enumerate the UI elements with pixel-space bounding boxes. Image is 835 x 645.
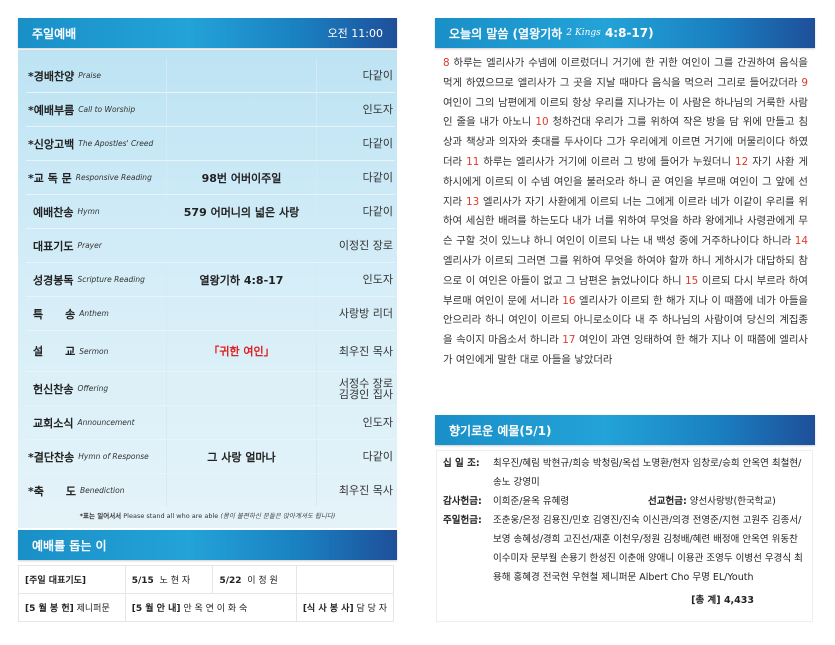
verse-number: 17 (562, 334, 576, 347)
worship-row: *결단찬송 Hymn of Response 그 사랑 얼마나 다같이 (26, 440, 395, 474)
row-leader: 인도자 (362, 416, 393, 429)
row-detail (167, 474, 317, 507)
verse-text: 여인이 그의 남편에게 이르되 항상 우리를 지나가는 이 사람은 하나님의 거… (443, 96, 808, 129)
row-leader: 인도자 (362, 273, 393, 286)
sunday-row: 주일헌금: 조춘웅/은정 김용진/민호 김영진/진숙 이신관/의경 전영준/지현 … (443, 515, 803, 583)
verse-number: 12 (735, 155, 749, 168)
worship-row: 대표기도 Prayer 이정진 장로 (26, 229, 395, 263)
standing-note: *표는 일어서서 Please stand all who are able (… (79, 512, 336, 520)
scripture-text: 8 하루는 엘리사가 수넴에 이르렀더니 거기에 한 귀한 여인이 그를 간권하… (443, 54, 808, 371)
worship-time: 오전 11:00 (327, 27, 383, 40)
worship-title: 주일예배 (32, 26, 77, 41)
row-label: 교회소식 Announcement (26, 406, 167, 439)
helpers-table: [주일 대표기도] 5/15 노 현 자 5/22 이 정 원 [5 월 봉 헌… (18, 565, 395, 622)
row-detail: 열왕기하 4:8-17 (167, 263, 317, 296)
row-detail (167, 93, 317, 126)
row-label: *신앙고백 The Apostles' Creed (26, 127, 167, 160)
worship-row: 특 송 Anthem 사랑방 리더 (26, 297, 395, 331)
verse-number: 13 (465, 195, 480, 208)
row-label: *경배찬양 Praise (26, 59, 167, 92)
row-leader: 다같이 (362, 137, 393, 150)
tithe-row: 십 일 조: 최우진/혜림 박현규/희승 박청림/옥섭 노명환/현자 임창로/승희… (443, 458, 802, 488)
worship-row: *경배찬양 Praise 다같이 (26, 59, 395, 93)
row-label: 헌신찬송 Offering (26, 372, 167, 405)
worship-row: 교회소식 Announcement 인도자 (26, 406, 395, 440)
order-of-worship: *경배찬양 Praise 다같이 *예배부름 Call to Worship 인도자 *… (18, 50, 397, 528)
verse-text: 자기 사환 게하시에게 이르되 이 수넴 여인을 불러오라 하니 곧 여인을 부… (443, 155, 809, 208)
row-label: 특 송 Anthem (26, 297, 167, 330)
verse-number: 16 (562, 294, 576, 307)
worship-row: 예배찬송 Hymn 579 어머니의 넓은 사랑 다같이 (26, 195, 395, 229)
verse-text: 여인이 과연 잉태하여 한 해가 지나 이 때쯤에 엘리사가 여인에게 말한 대… (443, 334, 808, 366)
worship-row: *신앙고백 The Apostles' Creed 다같이 (26, 127, 395, 161)
worship-row: *교 독 문 Responsive Reading 98번 어버이주일 다같이 (26, 161, 395, 195)
verse-number: 15 (685, 274, 699, 287)
verse-number: 14 (794, 235, 808, 248)
row-detail (167, 229, 317, 262)
row-detail (167, 406, 317, 439)
worship-row: 헌신찬송 Offering 서정수 장로 김경인 집사 (26, 372, 395, 406)
verse-text: 이르되 다시 부르라 하여 부르매 여인이 문에 서니라 (443, 274, 808, 307)
offering-title: 향기로운 예물(5/1) (449, 423, 552, 438)
row-leader: 이정진 장로 (338, 239, 393, 252)
row-detail: 579 어머니의 넓은 사랑 (167, 195, 317, 228)
row-detail (167, 59, 317, 92)
table-row: [주일 대표기도] 5/15 노 현 자 5/22 이 정 원 (18, 565, 395, 594)
row-leader: 사랑방 리더 (338, 307, 393, 320)
row-detail: 「귀한 여인」 (167, 331, 317, 371)
verse-text: 하루는 엘리사가 거기에 이르러 그 방에 들어가 누웠더니 (483, 155, 732, 168)
row-leader: 최우진 목사 (338, 484, 393, 497)
table-row: [5 월 봉 헌] 제니퍼문 [5 월 안 내] 안 옥 연 이 화 숙 [식 … (18, 593, 395, 622)
row-label: *예배부름 Call to Worship (26, 93, 167, 126)
row-label: 설 교 Sermon (26, 331, 167, 371)
row-label: 성경봉독 Scripture Reading (26, 263, 167, 296)
row-label: *교 독 문 Responsive Reading (26, 161, 167, 194)
worship-row: *축 도 Benediction 최우진 목사 (26, 474, 395, 508)
verse-number: 10 (535, 116, 549, 129)
row-leader: 최우진 목사 (338, 344, 393, 358)
row-label: *축 도 Benediction (26, 474, 167, 507)
verse-text: 하루는 엘리사가 수넴에 이르렀더니 거기에 한 귀한 여인이 그를 간권하여 … (443, 57, 808, 89)
row-label: *결단찬송 Hymn of Response (26, 440, 167, 473)
row-leader: 다같이 (362, 205, 393, 218)
row-leader: 인도자 (362, 103, 393, 116)
helpers-header: 예배를 돕는 이 (18, 530, 397, 560)
row-label: 예배찬송 Hymn (26, 195, 167, 228)
verse-text: 엘리사가 이르되 그러면 그를 위하여 무엇을 하여야 할까 하니 게하시가 대… (443, 254, 808, 287)
verse-text: 엘리사가 이르되 한 해가 지나 이 때쯤에 네가 아들을 안으리라 하니 여인… (443, 294, 808, 347)
row-leader: 다같이 (362, 450, 393, 463)
worship-row: 성경봉독 Scripture Reading 열왕기하 4:8-17 인도자 (26, 263, 395, 297)
row-leader: 다같이 (362, 171, 393, 184)
verse-number: 11 (466, 155, 480, 168)
worship-row: 설 교 Sermon 「귀한 여인」 최우진 목사 (26, 331, 395, 372)
row-detail (167, 372, 317, 405)
offering-header: 향기로운 예물(5/1) (435, 415, 815, 445)
row-detail: 그 사랑 얼마나 (167, 440, 317, 473)
verse-text: 엘리사가 자기 사환에게 이르되 너는 그에게 이르라 네가 이같이 우리를 위… (443, 195, 808, 248)
scripture-header: 오늘의 말씀 (열왕기하 2 Kings 4:8-17) (435, 18, 815, 48)
verse-number: 9 (801, 76, 808, 89)
row-leader: 다같이 (362, 69, 393, 82)
offering-total: [총 계] 4,433 (691, 595, 754, 606)
row-detail (167, 297, 317, 330)
row-detail (167, 127, 317, 160)
thanks-row: 감사헌금: 이희준/윤옥 유혜령 선교헌금: 양선사랑방(한국학교) (443, 496, 776, 507)
helpers-title: 예배를 돕는 이 (32, 538, 107, 553)
verse-text: 청하건대 우리가 그를 위하여 작은 방을 담 위에 만들고 침상과 책상과 의… (443, 116, 809, 168)
row-leader: 서정수 장로 김경인 집사 (338, 376, 393, 401)
verse-number: 8 (443, 57, 450, 69)
worship-row: *예배부름 Call to Worship 인도자 (26, 93, 395, 127)
offering-list: 십 일 조: 최우진/혜림 박현규/희승 박청림/옥섭 노명환/현자 임창로/승희… (436, 450, 813, 622)
worship-header: 주일예배 오전 11:00 (18, 18, 397, 48)
row-detail: 98번 어버이주일 (167, 161, 317, 194)
row-label: 대표기도 Prayer (26, 229, 167, 262)
